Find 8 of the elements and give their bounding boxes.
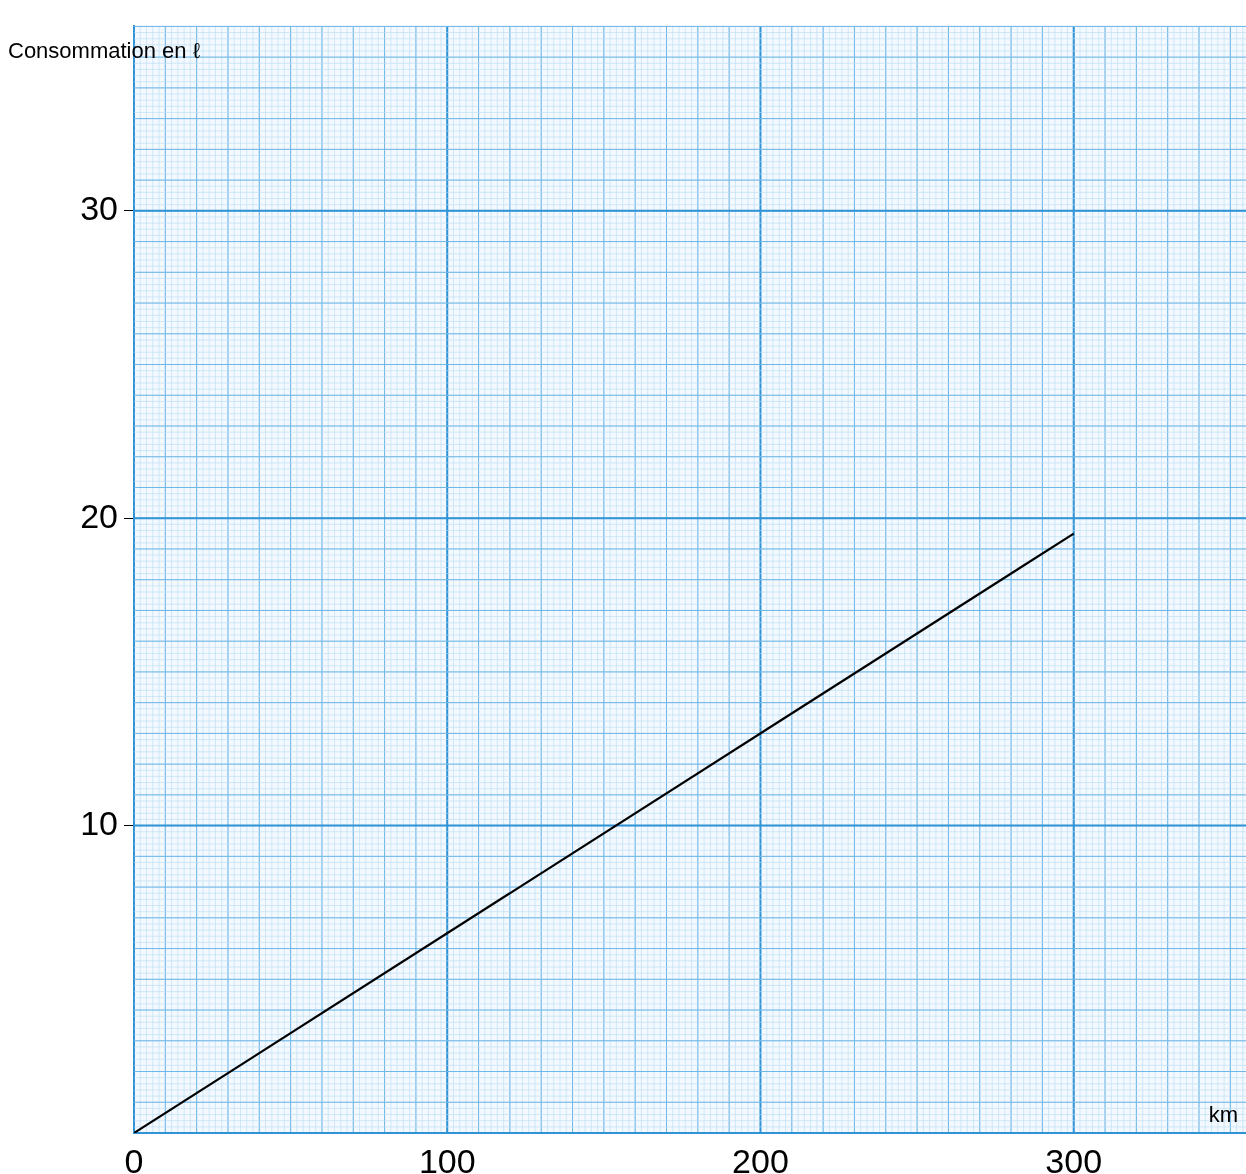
x-axis-title: km <box>1208 1102 1238 1128</box>
y-tick-label: 30 <box>80 189 118 228</box>
y-tick-label: 20 <box>80 496 118 535</box>
x-tick-label: 100 <box>418 1141 476 1174</box>
x-tick-label: 0 <box>124 1141 144 1174</box>
x-tick-label: 300 <box>1045 1141 1103 1174</box>
x-tick-label: 200 <box>732 1141 789 1174</box>
y-tick-label: 10 <box>80 803 118 842</box>
